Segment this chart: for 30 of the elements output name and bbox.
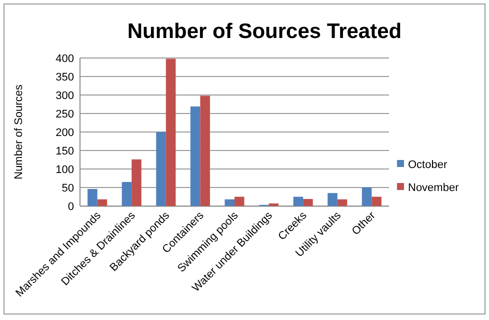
bar: [88, 188, 98, 206]
bar: [200, 96, 210, 206]
y-tick-label: 300: [56, 90, 74, 102]
y-tick-label: 150: [56, 145, 74, 158]
bar: [97, 199, 108, 206]
bar: [337, 199, 348, 206]
bar: [293, 196, 304, 206]
bar: [224, 199, 234, 206]
y-axis-title: Number of Sources: [13, 84, 25, 180]
bar: [132, 159, 142, 206]
y-tick-label: 100: [56, 164, 74, 176]
bar: [156, 132, 166, 206]
bar: [362, 188, 372, 206]
bar: [234, 196, 244, 206]
legend-label: October: [408, 158, 448, 171]
bar: [328, 193, 338, 206]
bar: [122, 182, 132, 206]
chart-title: Number of Sources Treated: [127, 20, 402, 43]
y-tick-label: 200: [56, 126, 74, 139]
bar: [268, 203, 279, 206]
y-tick-label: 250: [56, 108, 74, 120]
bar: [166, 58, 176, 206]
y-tick-label: 350: [56, 71, 74, 84]
y-tick-label: 0: [68, 200, 74, 213]
bar: [372, 196, 382, 206]
legend-label: November: [408, 182, 460, 194]
bar: [190, 106, 200, 206]
y-tick-label: 400: [56, 52, 74, 65]
y-tick-label: 50: [62, 182, 74, 194]
bar: [303, 198, 313, 206]
